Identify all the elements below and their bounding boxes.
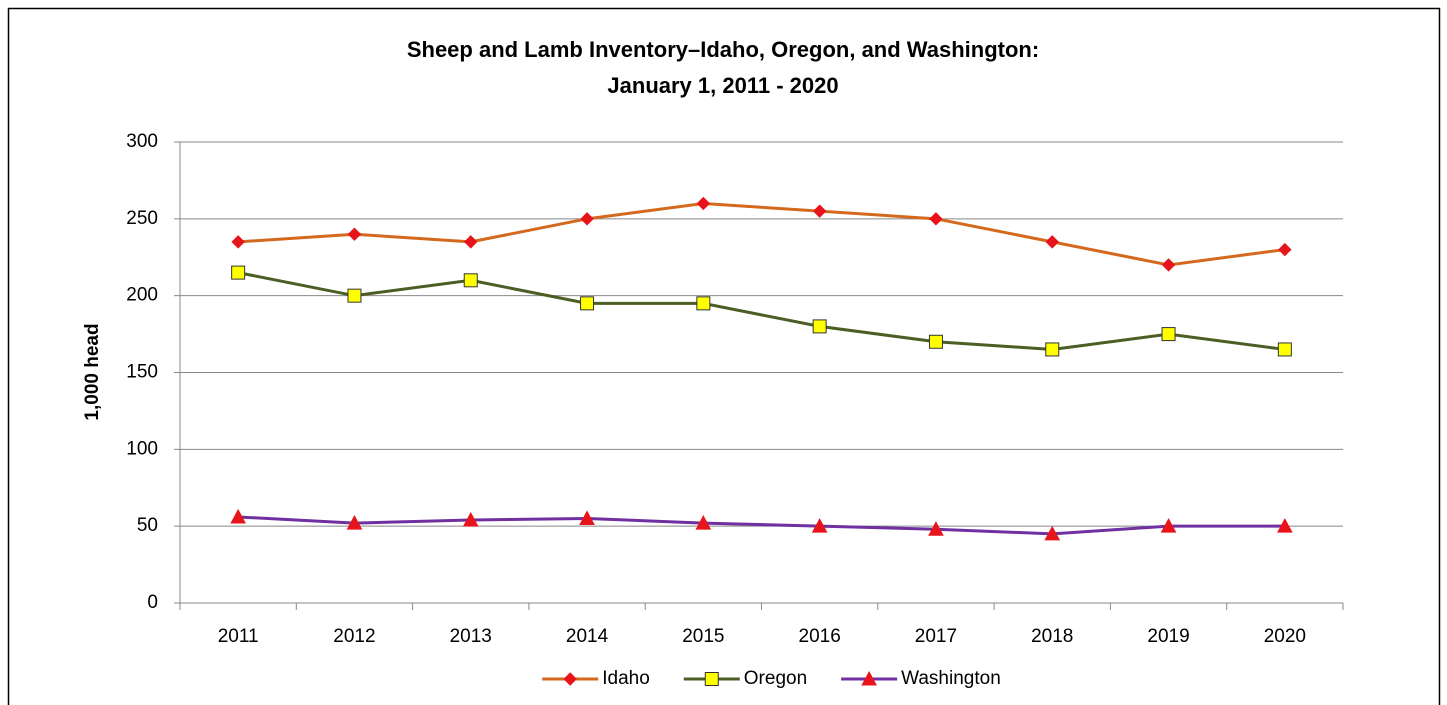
marker (696, 196, 711, 211)
marker (1045, 235, 1059, 249)
y-tick-label: 250 (126, 208, 158, 229)
series-line (238, 515, 1285, 536)
legend: Idaho Oregon Washington (542, 668, 1001, 689)
marker (464, 235, 478, 249)
marker (1044, 525, 1061, 541)
marker (928, 334, 943, 349)
marker (231, 235, 245, 249)
marker (347, 288, 362, 303)
chart-title: Sheep and Lamb Inventory–Idaho, Oregon, … (407, 37, 1039, 62)
marker (347, 227, 362, 241)
legend-label: Oregon (744, 668, 807, 689)
marker (929, 212, 943, 226)
marker (1045, 342, 1060, 357)
marker (231, 265, 246, 280)
x-tick-label: 2020 (1264, 626, 1306, 647)
marker (563, 672, 577, 686)
y-tick-label: 150 (126, 362, 158, 383)
marker (462, 511, 479, 527)
series-line (238, 201, 1286, 267)
marker (1160, 518, 1177, 533)
marker (695, 515, 712, 530)
marker (812, 319, 827, 334)
y-tick-label: 200 (126, 285, 158, 306)
marker (861, 670, 877, 686)
x-tick-label: 2015 (682, 626, 724, 647)
marker (1278, 242, 1292, 257)
series-line (237, 271, 1286, 351)
x-tick-label: 2019 (1147, 626, 1189, 647)
x-tick-label: 2013 (450, 626, 492, 647)
marker (230, 508, 246, 524)
marker (811, 518, 828, 533)
marker (1277, 342, 1292, 357)
chart-title: January 1, 2011 - 2020 (607, 73, 838, 98)
y-tick-label: 50 (137, 515, 158, 536)
x-tick-label: 2014 (566, 626, 609, 647)
marker (928, 521, 944, 536)
y-tick-label: 100 (126, 438, 158, 459)
legend-label: Idaho (602, 668, 650, 689)
marker (1277, 518, 1293, 533)
marker (1161, 327, 1176, 342)
x-tick-label: 2017 (915, 626, 957, 647)
x-tick-label: 2012 (333, 626, 375, 647)
marker (346, 515, 363, 530)
chart-frame (7, 7, 1441, 705)
y-tick-label: 0 (147, 592, 158, 613)
y-axis-label: 1,000 head (82, 323, 103, 420)
marker (579, 510, 595, 525)
marker (1161, 258, 1176, 272)
marker (696, 296, 711, 311)
x-tick-label: 2016 (799, 626, 841, 647)
marker (580, 296, 595, 311)
marker (812, 204, 827, 218)
x-tick-label: 2018 (1031, 626, 1073, 647)
marker (580, 212, 594, 226)
marker (704, 672, 719, 686)
marker (463, 273, 478, 288)
x-tick-label: 2011 (218, 626, 259, 647)
y-tick-label: 300 (126, 131, 158, 152)
legend-label: Washington (901, 668, 1001, 689)
